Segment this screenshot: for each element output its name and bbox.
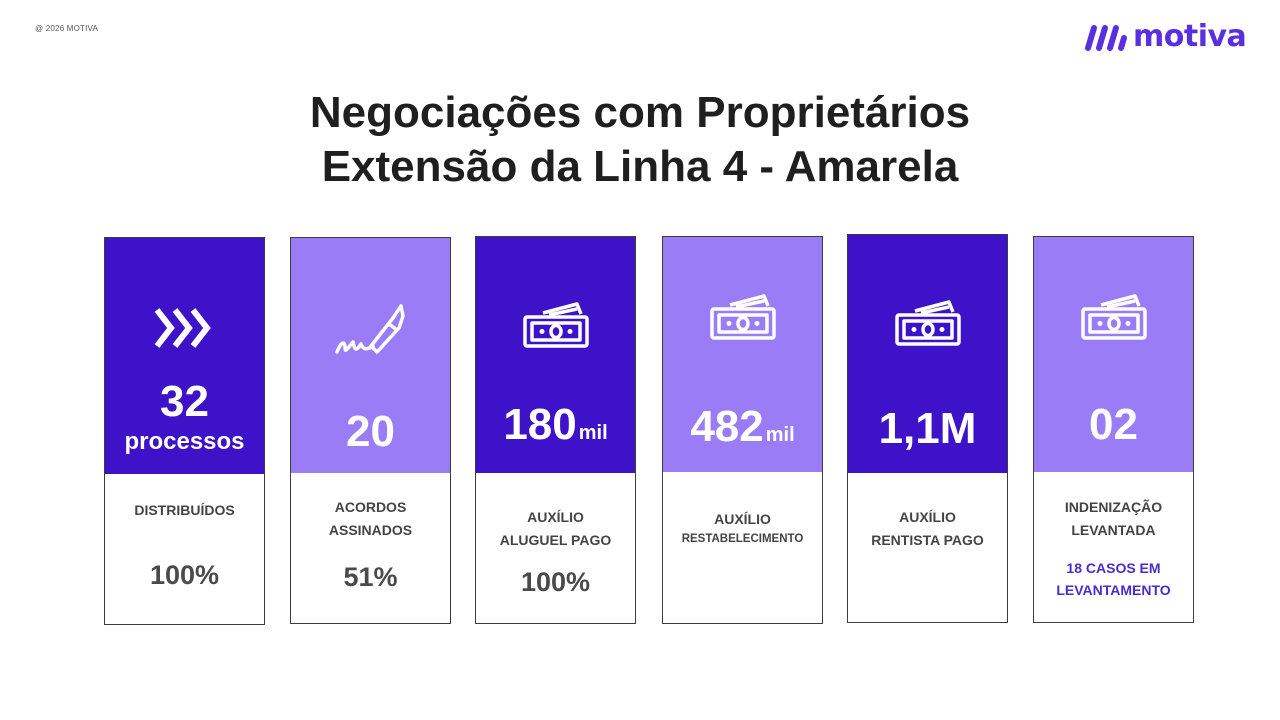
card-label-line-1: AUXÍLIO [899,509,956,525]
card-value: 1,1M [878,404,977,453]
card-label: AUXÍLIO RENTISTA PAGO [848,506,1007,552]
card-label-line-1: DISTRIBUÍDOS [134,502,235,518]
card-value: 482 mil [663,405,822,449]
card-header-panel: 02 [1034,237,1193,472]
card-note-line-2: LEVANTAMENTO [1056,582,1171,598]
card-note-line-1: 18 CASOS EM [1066,560,1161,576]
card-label-line-2: RENTISTA PAGO [871,532,984,548]
card-value-number: 482 [690,402,764,451]
signature-pen-icon [291,302,450,366]
card-value-suffix: mil [765,424,795,446]
card-label-line-2: LEVANTADA [1071,522,1156,538]
title-line-2: Extensão da Linha 4 - Amarela [321,142,959,191]
cash-icon [1034,293,1193,343]
card-label: AUXÍLIO ALUGUEL PAGO [476,506,635,552]
title-line-1: Negociações com Proprietários [309,88,971,137]
card-value: 20 [346,407,395,456]
card-value: 32 [160,377,209,426]
card-header-panel: 20 [291,238,450,473]
card-label: ACORDOS ASSINADOS [291,496,450,542]
card-unit: processos [124,428,245,455]
card-note: 18 CASOS EM LEVANTAMENTO [1034,557,1193,601]
card-label-line-2: ALUGUEL PAGO [499,532,612,548]
card-percent: 51% [343,562,398,592]
card-percent: 100% [520,567,591,597]
card-label-line-2: RESTABELECIMENTO [681,533,804,545]
card-label-line-1: ACORDOS [334,499,407,515]
copyright-text: @ 2026 MOTIVA [35,24,99,33]
card-value-suffix: mil [578,422,608,444]
card-label: DISTRIBUÍDOS [105,499,264,522]
motiva-logo-text: motiva [1133,19,1247,54]
card-header-panel: 180 mil [476,237,635,473]
card-label-line-1: INDENIZAÇÃO [1064,499,1163,515]
card-label-line-1: AUXÍLIO [714,511,771,527]
page-title: Negociações com Proprietários Extensão d… [0,86,1280,194]
stat-card-acordos: 20 ACORDOS ASSINADOS 51% [290,237,451,624]
motiva-logo: motiva [1083,19,1247,54]
card-value-number: 180 [503,400,577,449]
cash-icon [476,301,635,351]
card-value: 02 [1089,400,1138,449]
stat-card-distribuidos: 32 processos DISTRIBUÍDOS 100% [104,237,265,625]
card-label-line-2: ASSINADOS [328,522,413,538]
triple-chevron-icon [105,306,264,350]
cash-icon [663,293,822,343]
stat-card-indenizacao: 02 INDENIZAÇÃO LEVANTADA 18 CASOS EM LEV… [1033,236,1194,623]
stat-card-auxilio-aluguel: 180 mil AUXÍLIO ALUGUEL PAGO 100% [475,236,636,624]
card-header-panel: 482 mil [663,237,822,472]
card-value: 180 mil [476,403,635,447]
motiva-logo-mark-icon [1085,25,1127,51]
card-header-panel: 1,1M [848,235,1007,473]
card-label: INDENIZAÇÃO LEVANTADA [1034,496,1193,542]
card-percent: 100% [149,560,220,590]
card-header-panel: 32 processos [105,238,264,474]
card-label-line-1: AUXÍLIO [527,509,584,525]
cash-icon [848,299,1007,349]
stat-card-auxilio-restabelecimento: 482 mil AUXÍLIO RESTABELECIMENTO [662,236,823,624]
stat-card-auxilio-rentista: 1,1M AUXÍLIO RENTISTA PAGO [847,234,1008,623]
card-label: AUXÍLIO RESTABELECIMENTO [663,509,822,549]
